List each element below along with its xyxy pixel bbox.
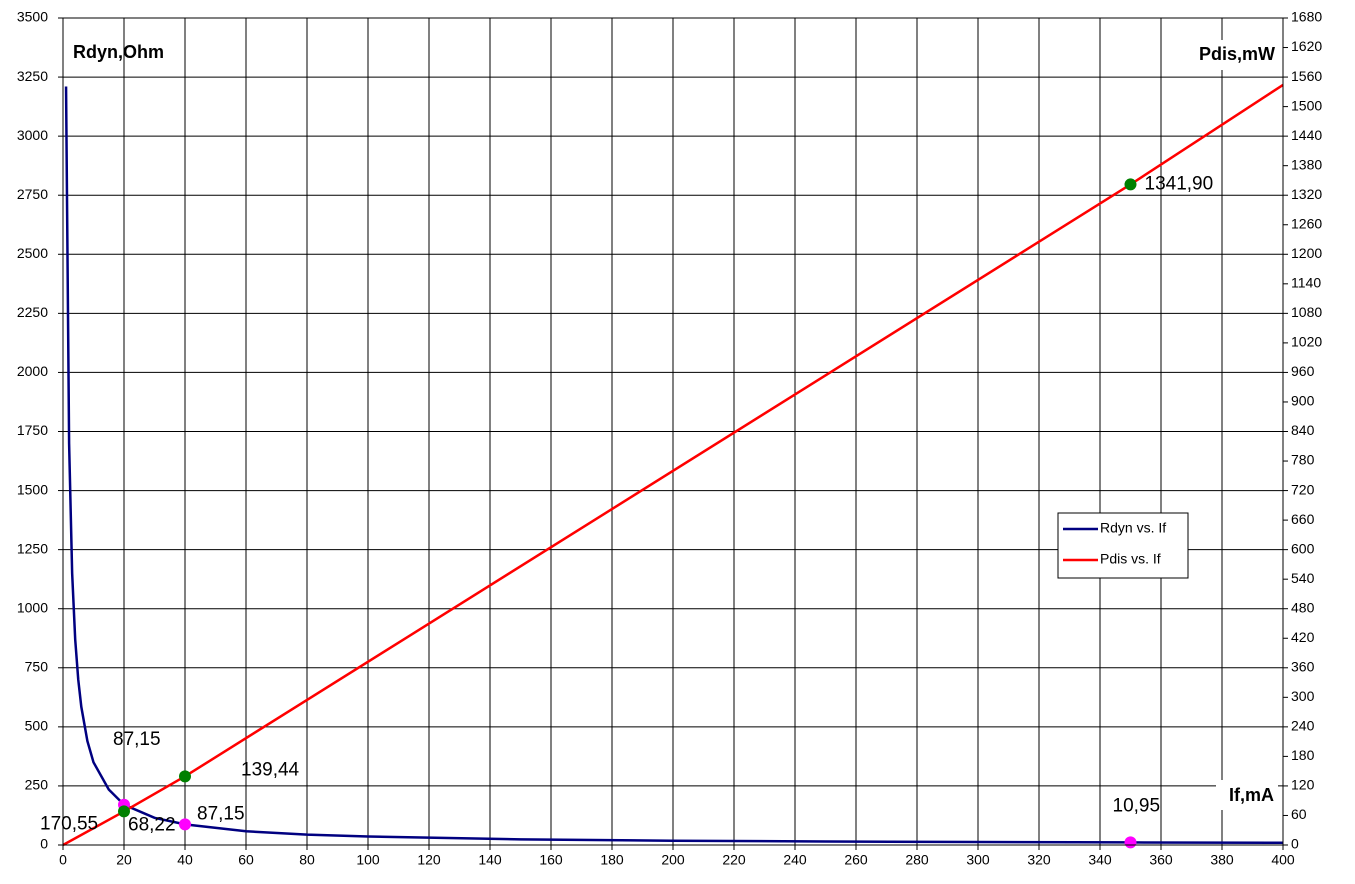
data-label: 87,15: [197, 803, 245, 824]
y2-tick-label: 0: [1291, 836, 1299, 852]
y-tick-label: 750: [25, 658, 49, 674]
x-tick-label: 280: [905, 852, 929, 868]
x-tick-label: 160: [539, 852, 563, 868]
x-tick-label: 240: [783, 852, 807, 868]
y2-tick-label: 540: [1291, 570, 1315, 586]
legend-label: Pdis vs. If: [1100, 551, 1161, 567]
plot: 170,55 87,15 10,95 68,22 139,44 1341,90: [40, 83, 1284, 849]
x-tick-label: 260: [844, 852, 868, 868]
y-tick-label: 0: [40, 836, 48, 852]
y2-tick-label: 1440: [1291, 127, 1322, 143]
y2-tick-label: 60: [1291, 806, 1307, 822]
y2-tick-label: 480: [1291, 599, 1315, 615]
x-tick-label: 300: [966, 852, 990, 868]
label-bg: [1216, 780, 1278, 810]
y2-tick-label: 660: [1291, 511, 1315, 527]
y-tick-label: 1500: [17, 481, 48, 497]
y2-tick-label: 960: [1291, 363, 1315, 379]
y2-tick-label: 1380: [1291, 156, 1322, 172]
y-tick-label: 500: [25, 718, 49, 734]
label-bg: [1176, 40, 1280, 70]
y2-tick-label: 720: [1291, 481, 1315, 497]
y2-tick-label: 1260: [1291, 215, 1322, 231]
y2-tick-label: 780: [1291, 452, 1315, 468]
y2-axis-label: Pdis,mW: [1199, 44, 1275, 64]
data-label: 10,95: [1113, 795, 1161, 816]
x-tick-label: 40: [177, 852, 193, 868]
x-tick-label: 0: [59, 852, 67, 868]
y-tick-label: 3500: [17, 9, 48, 25]
y-tick-label: 1000: [17, 599, 48, 615]
y-tick-label: 2250: [17, 304, 48, 320]
x-tick-label: 360: [1149, 852, 1173, 868]
data-label: 1341,90: [1145, 173, 1214, 194]
y2-tick-label: 1620: [1291, 38, 1322, 54]
y2-tick-label: 1080: [1291, 304, 1322, 320]
y-tick-label: 1250: [17, 540, 48, 556]
data-point: [1124, 836, 1137, 849]
series-line: [64, 86, 1284, 844]
y-tick-label: 2500: [17, 245, 48, 261]
y-axis-label: Rdyn,Ohm: [73, 42, 164, 62]
x-tick-label: 320: [1027, 852, 1051, 868]
x-axis-label: If,mA: [1229, 785, 1274, 805]
legend-box: [1057, 512, 1189, 579]
legend: Rdyn vs. If Pdis vs. If: [1057, 512, 1189, 579]
x-tick-label: 20: [116, 852, 132, 868]
x-tick-label: 340: [1088, 852, 1112, 868]
y2-tick-label: 1020: [1291, 334, 1322, 350]
y2-tick-label: 1680: [1291, 9, 1322, 25]
y2-tick-label: 1560: [1291, 68, 1322, 84]
data-label: 139,44: [241, 759, 300, 780]
data-label: 170,55: [40, 814, 98, 835]
data-label: 68,22: [128, 814, 176, 835]
x-tick-label: 60: [238, 852, 254, 868]
y2-tick-label: 1320: [1291, 186, 1322, 202]
y2-tick-label: 1500: [1291, 97, 1322, 113]
x-tick-label: 80: [299, 852, 315, 868]
y-tick-label: 1750: [17, 422, 48, 438]
data-point: [118, 805, 130, 818]
x-tick-label: 220: [722, 852, 746, 868]
y-tick-label: 2750: [17, 186, 48, 202]
y2-tick-label: 420: [1291, 629, 1315, 645]
y2-tick-label: 900: [1291, 393, 1315, 409]
y-tick-label: 3250: [17, 68, 48, 84]
data-point: [179, 770, 191, 783]
y-tick-label: 3000: [17, 127, 48, 143]
x-tick-label: 380: [1210, 852, 1234, 868]
y2-tick-label: 600: [1291, 540, 1315, 556]
y2-tick-label: 300: [1291, 688, 1315, 704]
annotation: 87,15: [113, 729, 161, 750]
x-tick-label: 140: [478, 852, 502, 868]
x-tick-label: 100: [356, 852, 380, 868]
plot-border: [62, 17, 1284, 846]
x-tick-label: 200: [661, 852, 685, 868]
x-tick-label: 180: [600, 852, 624, 868]
y2-tick-label: 180: [1291, 747, 1315, 763]
grid: 0 20 40 60 80 100 120 140 160 180 200 220 240 260 280 3…: [17, 9, 1323, 868]
y2-tick-label: 240: [1291, 718, 1315, 734]
y2-tick-label: 360: [1291, 658, 1315, 674]
x-tick-label: 400: [1271, 852, 1295, 868]
y2-tick-label: 840: [1291, 422, 1315, 438]
data-point: [1124, 178, 1137, 191]
legend-label: Rdyn vs. If: [1100, 520, 1166, 536]
y2-tick-label: 1200: [1291, 245, 1322, 261]
y-tick-label: 250: [25, 777, 49, 793]
x-tick-label: 120: [417, 852, 441, 868]
y2-tick-label: 1140: [1291, 275, 1321, 291]
y-tick-label: 2000: [17, 363, 48, 379]
data-point: [179, 818, 191, 831]
y2-tick-label: 120: [1291, 777, 1315, 793]
